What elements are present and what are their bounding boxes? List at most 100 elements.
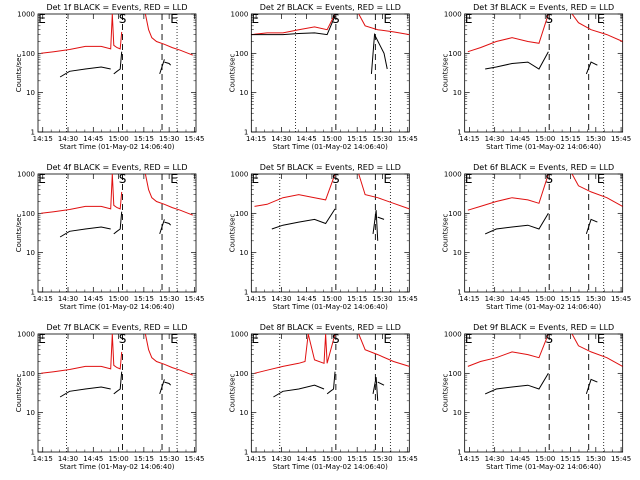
series-line-segment [59,66,111,78]
chart-panel-2: Det 2f BLACK = Events, RED = LLD 1 10 100 10… [228,3,418,151]
chart-title: Det 4f BLACK = Events, RED = LLD [46,163,187,172]
y-tick-label: 1000 [17,331,35,339]
series-line-segment [273,384,325,398]
plot-frame [37,173,197,293]
marker-e-right: E [597,12,605,26]
y-tick-label: 10 [26,89,35,97]
x-tick-label: 14:30 [58,295,78,303]
series-line-segment [585,378,598,395]
x-tick-label: 15:30 [159,455,179,463]
chart-title: Det 1f BLACK = Events, RED = LLD [46,3,187,12]
x-axis-label: Start Time (01-May-02 14:06:40) [273,303,388,311]
series-events [484,213,598,235]
x-axis-label: Start Time (01-May-02 14:06:40) [486,303,601,311]
plot-frame [37,13,197,133]
x-tick-label: 14:45 [510,135,530,143]
x-tick-label: 14:30 [271,135,291,143]
series-events [59,371,172,398]
chart-panel-8: Det 8f BLACK = Events, RED = LLD 1 10 100 10… [228,323,418,471]
x-tick-label: 15:00 [535,295,555,303]
x-tick-label: 15:30 [372,455,392,463]
series-line-segment [484,213,549,235]
y-axis-label: Counts/sec [442,54,450,93]
series-line-segment [59,226,111,238]
y-tick-label: 100 [22,370,35,378]
x-tick-label: 15:15 [134,295,154,303]
x-tick-label: 15:15 [347,135,367,143]
x-tick-label: 15:15 [560,135,580,143]
y-tick-label: 1 [457,289,461,297]
chart-title: Det 7f BLACK = Events, RED = LLD [46,323,187,332]
x-tick-label: 14:45 [83,455,103,463]
series-line-segment [571,174,623,207]
x-tick-label: 14:30 [485,455,505,463]
plot-frame [250,13,410,133]
marker-e-left: E [38,172,46,186]
x-tick-label: 14:45 [83,295,103,303]
y-tick-label: 10 [26,249,35,257]
x-tick-label: 15:45 [184,455,204,463]
x-tick-label: 14:30 [58,135,78,143]
series-line-segment [485,51,549,70]
chart-title: Det 5f BLACK = Events, RED = LLD [260,163,401,172]
x-tick-label: 14:30 [271,295,291,303]
marker-s: S [545,332,553,346]
marker-e-right: E [384,172,392,186]
x-tick-label: 15:00 [535,135,555,143]
y-tick-label: 10 [453,409,462,417]
series-lld [41,174,193,216]
x-tick-label: 14:45 [510,295,530,303]
y-tick-label: 1000 [444,331,462,339]
series-line-segment [251,14,336,36]
y-tick-label: 1000 [444,11,462,19]
marker-e-right: E [384,332,392,346]
x-tick-label: 15:15 [134,135,154,143]
y-tick-label: 1000 [17,11,35,19]
x-tick-label: 14:45 [297,295,317,303]
marker-e-left: E [465,12,473,26]
x-tick-label: 15:30 [586,295,606,303]
series-line-segment [370,32,388,74]
y-tick-label: 10 [26,409,35,417]
x-tick-label: 14:15 [33,295,53,303]
series-events [485,51,598,75]
x-tick-label: 15:00 [322,455,342,463]
x-tick-label: 15:30 [372,295,392,303]
x-tick-label: 15:45 [611,135,631,143]
x-tick-label: 14:15 [459,455,479,463]
marker-e-right: E [597,172,605,186]
series-line-segment [41,174,123,214]
series-events [484,373,598,395]
series-line-segment [254,174,336,207]
y-tick-label: 100 [235,370,248,378]
series-line-segment [571,334,623,367]
series-line-segment [41,14,123,54]
series-lld [41,334,193,376]
marker-s: S [119,12,127,26]
chart-title: Det 8f BLACK = Events, RED = LLD [260,323,401,332]
y-axis-label: Counts/sec [442,214,450,253]
x-axis-label: Start Time (01-May-02 14:06:40) [59,463,174,471]
y-tick-label: 100 [448,370,461,378]
chart-panel-7: Det 7f BLACK = Events, RED = LLD 1 10 100 10… [15,323,205,471]
series-lld [467,334,623,367]
y-tick-label: 100 [22,210,35,218]
x-tick-label: 14:45 [297,135,317,143]
chart-panel-3: Det 3f BLACK = Events, RED = LLD 1 10 100 10… [442,3,632,151]
y-tick-label: 1000 [231,331,249,339]
series-line-segment [585,218,598,235]
chart-title: Det 9f BLACK = Events, RED = LLD [473,323,614,332]
series-line-segment [254,334,336,374]
series-lld [254,334,410,374]
series-events [271,208,385,241]
marker-e-left: E [465,332,473,346]
series-events [273,371,385,401]
x-tick-label: 15:00 [322,135,342,143]
x-tick-label: 15:00 [322,295,342,303]
y-tick-label: 1 [457,129,461,137]
series-line-segment [467,14,549,53]
marker-e-left: E [38,12,46,26]
x-tick-label: 15:15 [560,295,580,303]
marker-s: S [545,12,553,26]
chart-title: Det 2f BLACK = Events, RED = LLD [260,3,401,12]
